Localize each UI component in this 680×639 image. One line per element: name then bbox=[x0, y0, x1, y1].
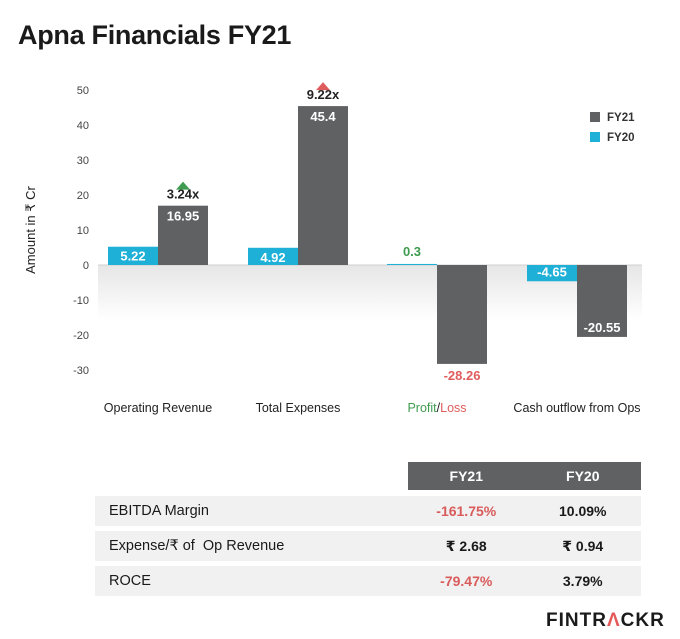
data-label-fy21: 16.95 bbox=[167, 209, 200, 224]
y-tick-label: 50 bbox=[77, 85, 89, 97]
data-label-fy20: 5.22 bbox=[120, 249, 145, 264]
table-row: EBITDA Margin -161.75% 10.09% bbox=[95, 496, 641, 526]
table-row: ROCE -79.47% 3.79% bbox=[95, 566, 641, 596]
y-tick-label: 30 bbox=[77, 155, 89, 167]
ebitda-margin-fy20: 10.09% bbox=[559, 503, 607, 519]
growth-up-arrow-icon bbox=[316, 82, 330, 91]
brand-part2: CKR bbox=[620, 610, 665, 631]
category-label-separator: / bbox=[437, 401, 441, 415]
y-tick-label: 20 bbox=[77, 190, 89, 202]
category-label: Operating Revenue bbox=[104, 401, 212, 415]
category-label-loss: Loss bbox=[440, 401, 466, 415]
table-header-fy20: FY20 bbox=[524, 462, 641, 490]
brand-accent: Λ bbox=[606, 610, 621, 631]
y-tick-label: 0 bbox=[83, 260, 89, 272]
bar-fy20 bbox=[108, 246, 158, 265]
legend-label: FY20 bbox=[607, 132, 635, 144]
legend-label: FY21 bbox=[607, 112, 635, 124]
summary-table: FY21 FY20 EBITDA Margin -161.75% 10.09% … bbox=[95, 462, 641, 601]
category-label-profit-loss: Profit/Loss bbox=[407, 401, 466, 415]
legend-swatch bbox=[590, 132, 600, 142]
growth-multiple-label: 9.22x bbox=[307, 87, 340, 102]
growth-up-arrow-icon bbox=[176, 181, 190, 190]
expense-per-revenue-fy20: ₹ 0.94 bbox=[562, 537, 604, 554]
table-header-row: FY21 FY20 bbox=[95, 462, 641, 490]
category-label: Total Expenses bbox=[256, 401, 341, 415]
bar-fy20 bbox=[248, 247, 298, 265]
ebitda-margin-fy21: -161.75% bbox=[436, 503, 497, 519]
table-header-fy21: FY21 bbox=[408, 462, 525, 490]
data-label-fy21: -28.26 bbox=[444, 368, 481, 383]
y-tick-label: 10 bbox=[77, 225, 89, 237]
brand-logo: FINTRΛCKR bbox=[546, 610, 665, 632]
roce-fy20: 3.79% bbox=[562, 573, 603, 589]
roce-fy21: -79.47% bbox=[440, 573, 493, 589]
data-label-fy20: 4.92 bbox=[260, 250, 285, 265]
bar-fy20 bbox=[387, 263, 437, 265]
y-axis-label: Amount in ₹ Cr bbox=[23, 185, 38, 273]
bar-fy21 bbox=[437, 265, 487, 364]
brand-part1: FINTR bbox=[546, 610, 607, 631]
category-label: Cash outflow from Ops bbox=[513, 401, 640, 415]
page-title: Apna Financials FY21 bbox=[18, 20, 292, 50]
bar-fy21 bbox=[298, 106, 348, 265]
data-label-fy20: 0.3 bbox=[403, 244, 421, 259]
legend-swatch bbox=[590, 112, 600, 122]
data-label-fy21: 45.4 bbox=[310, 109, 336, 124]
y-tick-label: -20 bbox=[73, 330, 89, 342]
row-label-roce: ROCE bbox=[109, 573, 151, 589]
expense-per-revenue-fy21: ₹ 2.68 bbox=[445, 537, 487, 554]
bar-fy21 bbox=[577, 265, 627, 337]
y-tick-label: 40 bbox=[77, 120, 89, 132]
y-tick-label: -10 bbox=[73, 295, 89, 307]
table-row: Expense/₹ of Op Revenue ₹ 2.68 ₹ 0.94 bbox=[95, 531, 641, 561]
growth-multiple-label: 3.24x bbox=[167, 187, 200, 202]
y-tick-label: -30 bbox=[73, 365, 89, 377]
row-label-ebitda-margin: EBITDA Margin bbox=[109, 503, 209, 519]
bar-fy20 bbox=[527, 265, 577, 282]
category-label-profit: Profit bbox=[407, 401, 437, 415]
data-label-fy21: -20.55 bbox=[584, 320, 621, 335]
row-label-expense-per-revenue: Expense/₹ of Op Revenue bbox=[109, 538, 285, 554]
bar-chart: 50 40 30 20 10 0 -10 -20 -30 Amount in ₹ Cr 5.22 1… bbox=[23, 82, 642, 415]
data-label-fy20: -4.65 bbox=[537, 264, 567, 279]
bar-fy21 bbox=[158, 205, 208, 265]
